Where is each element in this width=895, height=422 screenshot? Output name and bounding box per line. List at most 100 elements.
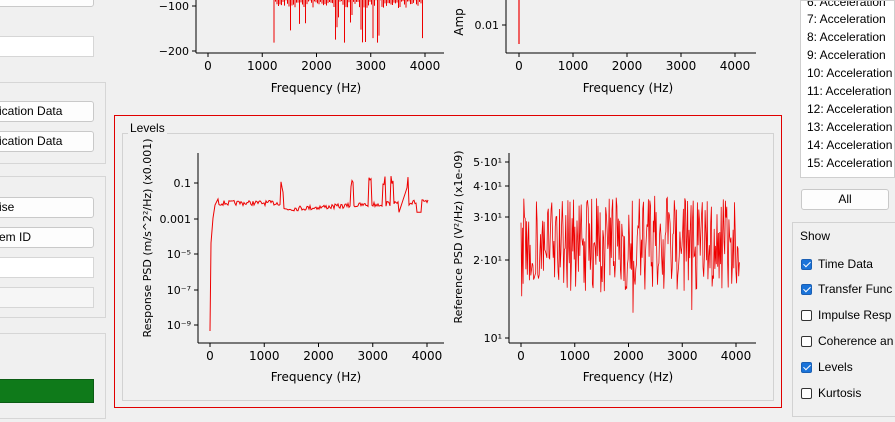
option-label: Time Data <box>818 257 873 271</box>
checkbox-transfer-function[interactable] <box>801 284 812 295</box>
option-label: Kurtosis <box>818 386 862 400</box>
show-transfer-function-option[interactable]: Transfer Func <box>801 282 892 296</box>
x-tick-label: 1000 <box>247 59 278 73</box>
x-tick-label: 0 <box>206 349 214 363</box>
channel-list[interactable]: 6: Acceleration 7: Acceleration 8: Accel… <box>800 0 895 178</box>
top-left-trace <box>273 0 423 43</box>
reference-trace <box>520 195 740 313</box>
list-item[interactable]: 11: Acceleration <box>807 84 892 98</box>
checkbox-coherence[interactable] <box>801 336 812 347</box>
y-tick-label: 5·10¹ <box>473 156 502 169</box>
y-tick-label: 0.01 <box>475 19 500 32</box>
x-tick-label: 1000 <box>249 349 280 363</box>
checkbox-levels[interactable] <box>801 362 812 373</box>
option-label: Transfer Func <box>818 282 893 296</box>
show-kurtosis-option[interactable]: Kurtosis <box>801 386 861 400</box>
application-data-button-2[interactable]: ication Data <box>0 131 94 152</box>
checkbox-time-data[interactable] <box>801 259 812 270</box>
checkbox-impulse-response[interactable] <box>801 310 812 321</box>
x-tick-label: 0 <box>517 349 525 363</box>
show-group <box>792 222 895 417</box>
list-item[interactable]: 15: Acceleration <box>807 156 893 170</box>
show-time-data-option[interactable]: Time Data <box>801 257 873 271</box>
option-label: Levels <box>818 360 853 374</box>
x-tick-label: 3000 <box>357 349 388 363</box>
x-tick-label: 4000 <box>410 59 441 73</box>
list-item[interactable]: 14: Acceleration <box>807 138 893 152</box>
y-tick-label: 3·10¹ <box>473 211 502 224</box>
list-item[interactable]: 10: Acceleration <box>807 66 893 80</box>
show-title: Show <box>798 229 833 243</box>
x-tick-label: 4000 <box>412 349 443 363</box>
levels-highlight <box>114 115 782 408</box>
list-item[interactable]: 7: Acceleration <box>807 12 886 26</box>
y-tick-label: 10¹ <box>484 332 502 345</box>
list-item[interactable]: 6: Acceleration <box>807 0 886 9</box>
y-tick-label: 4·10¹ <box>473 180 502 193</box>
trace-line <box>520 195 740 313</box>
option-label: Coherence an <box>818 334 894 348</box>
checkbox-kurtosis[interactable] <box>801 388 812 399</box>
noise-button[interactable]: ise <box>0 197 94 218</box>
trace-line <box>209 176 429 332</box>
top-right-x-ticks: 0 1000 2000 3000 4000 <box>515 53 750 73</box>
reference-x-label: Frequency (Hz) <box>583 370 674 384</box>
top-right-y-label: Amp <box>452 8 466 36</box>
list-item[interactable]: 13: Acceleration <box>807 120 893 134</box>
select-all-button[interactable]: All <box>801 189 889 210</box>
x-tick-label: 0 <box>515 59 523 73</box>
option-label: Impulse Resp <box>818 308 892 322</box>
application-data-button-1[interactable]: ication Data <box>0 101 94 122</box>
x-tick-label: 3000 <box>355 59 386 73</box>
y-tick-label: 10⁻⁷ <box>167 284 191 297</box>
show-coherence-option[interactable]: Coherence an <box>801 334 893 348</box>
reference-y-ticks: 5·10¹ 4·10¹ 3·10¹ 2·10¹ 10¹ <box>473 156 509 345</box>
y-tick-label: 10⁻⁵ <box>167 248 191 261</box>
response-y-label: Response PSD (m/s^2²/Hz) (x0.001) <box>141 138 154 337</box>
x-tick-label: 1000 <box>558 59 589 73</box>
progress-bar <box>0 379 94 403</box>
x-tick-label: 2000 <box>613 349 644 363</box>
system-id-button[interactable]: em ID <box>0 227 94 248</box>
top-right-x-label: Frequency (Hz) <box>583 81 674 95</box>
show-impulse-response-option[interactable]: Impulse Resp <box>801 308 891 322</box>
reference-x-ticks: 0 1000 2000 3000 4000 <box>517 343 751 363</box>
x-tick-label: 2000 <box>612 59 643 73</box>
x-tick-label: 4000 <box>720 59 751 73</box>
y-tick-label: 10⁻⁹ <box>167 319 191 332</box>
x-tick-label: 3000 <box>667 349 698 363</box>
top-left-x-ticks: 0 1000 2000 3000 4000 <box>204 53 440 73</box>
top-left-y-ticks: −100 −200 <box>159 0 196 58</box>
y-tick-label: 2·10¹ <box>473 254 502 267</box>
levels-plots: 0.1 0.001 10⁻⁵ 10⁻⁷ 10⁻⁹ 0 1000 2000 3000 4000 F… <box>141 138 756 384</box>
list-item[interactable]: 12: Acceleration <box>807 102 893 116</box>
top-left-x-label: Frequency (Hz) <box>271 81 362 95</box>
trace-line <box>273 0 423 43</box>
y-tick-label: −200 <box>159 45 189 58</box>
x-tick-label: 0 <box>204 59 212 73</box>
y-tick-label: −100 <box>159 0 189 13</box>
reference-y-label: Reference PSD (V²/Hz) (x1e-09) <box>452 150 465 323</box>
response-x-label: Frequency (Hz) <box>271 370 362 384</box>
left-panel: ication Data ication Data ise em ID <box>0 0 106 422</box>
x-tick-label: 4000 <box>721 349 752 363</box>
response-x-ticks: 0 1000 2000 3000 4000 <box>206 343 442 363</box>
top-plots: −100 −200 0 1000 2000 3000 4000 Frequency (Hz… <box>159 0 756 95</box>
show-levels-option[interactable]: Levels <box>801 360 853 374</box>
y-tick-label: 0.001 <box>160 213 192 226</box>
y-tick-label: 0.1 <box>174 177 192 190</box>
x-tick-label: 2000 <box>303 349 334 363</box>
x-tick-label: 1000 <box>559 349 590 363</box>
disabled-field <box>0 287 94 308</box>
response-trace <box>209 176 429 332</box>
levels-title: Levels <box>128 121 167 135</box>
list-item[interactable]: 8: Acceleration <box>807 30 886 44</box>
levels-group-frame <box>122 133 774 401</box>
text-field[interactable] <box>0 36 94 57</box>
top-cut-button[interactable] <box>0 0 94 7</box>
x-tick-label: 3000 <box>666 59 697 73</box>
input-field[interactable] <box>0 257 94 278</box>
list-item[interactable]: 9: Acceleration <box>807 48 886 62</box>
x-tick-label: 2000 <box>301 59 332 73</box>
top-right-y-ticks: 0.01 <box>475 19 506 32</box>
